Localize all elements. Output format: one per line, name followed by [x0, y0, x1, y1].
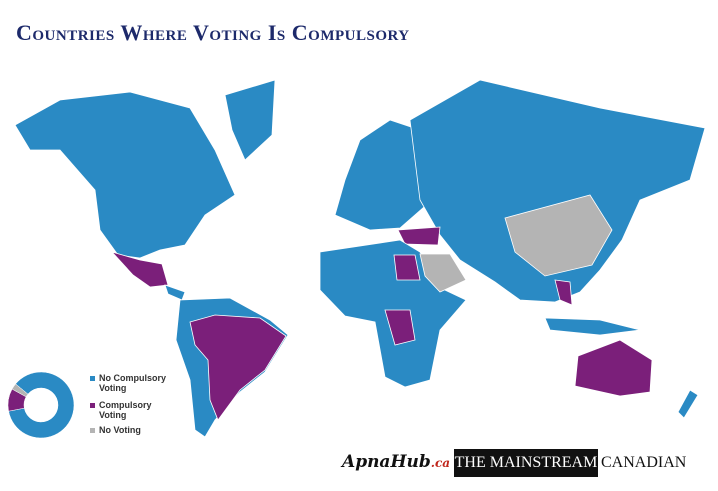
asia: [409, 79, 706, 303]
donut-slice: [11, 383, 29, 398]
donut-slice: [8, 371, 75, 439]
legend-swatch: [90, 376, 95, 381]
turkey: [397, 226, 441, 246]
greenland: [224, 79, 276, 161]
legend-item: Compulsory Voting: [90, 400, 180, 420]
central-america: [164, 284, 186, 301]
legend-swatch: [90, 428, 95, 433]
egypt: [393, 254, 421, 281]
legend-item: No Voting: [90, 425, 180, 435]
logo-text: ApnaHub: [342, 452, 431, 472]
logo-suffix: .ca: [430, 456, 451, 470]
new-zealand: [677, 389, 699, 419]
legend-label: No Compulsory Voting: [99, 373, 167, 393]
mainstream-logo: THE MAINSTREAM: [454, 449, 598, 477]
continents: [14, 79, 706, 438]
indonesia: [544, 317, 641, 336]
australia: [574, 339, 653, 397]
legend-swatch: [90, 403, 95, 408]
title: Countries Where Voting Is Compulsory: [16, 20, 410, 45]
legend-label: Compulsory Voting: [99, 400, 152, 420]
mexico: [110, 251, 169, 288]
thailand: [554, 279, 573, 306]
congo: [384, 309, 416, 346]
canadian-logo: CANADIAN: [601, 454, 687, 471]
arabia: [419, 253, 467, 293]
south-america-compulsory: [189, 314, 287, 421]
legend-item: No Compulsory Voting: [90, 373, 180, 393]
donut-chart: [7, 371, 75, 439]
north-america: [14, 91, 236, 259]
china: [504, 194, 613, 277]
apnahub-logo: ApnaHub.ca: [342, 452, 450, 472]
legend-label: No Voting: [99, 425, 141, 435]
